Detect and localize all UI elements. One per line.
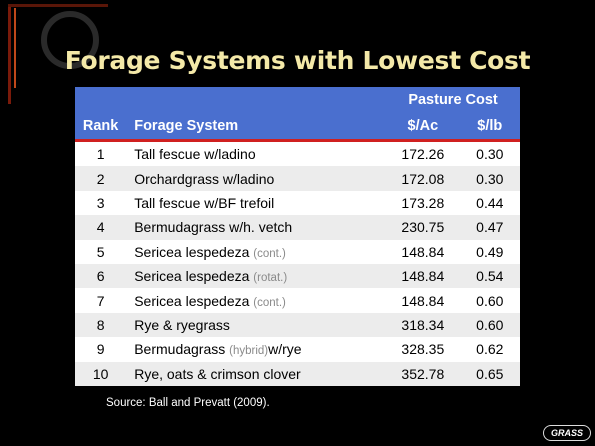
- rank-cell: 1: [75, 140, 127, 167]
- rank-cell: 4: [75, 215, 127, 240]
- cost-per-acre: 172.08: [386, 166, 460, 191]
- system-cell: Sericea lespedeza (cont.): [126, 239, 387, 264]
- decoration: [8, 4, 108, 104]
- cost-per-acre: 318.34: [386, 312, 460, 338]
- cost-per-lb: 0.62: [459, 337, 520, 362]
- rank-cell: 3: [75, 190, 127, 216]
- system-suffix: w/rye: [268, 341, 302, 358]
- system-cell: Sericea lespedeza (cont.): [126, 288, 387, 313]
- cost-per-acre: 328.35: [386, 337, 460, 362]
- system-note: (cont.): [253, 296, 286, 309]
- cost-per-lb: 0.54: [459, 263, 520, 289]
- table-row: 5 Sericea lespedeza (cont.) 148.84 0.49: [75, 239, 520, 264]
- cost-per-acre: 148.84: [386, 239, 460, 264]
- cost-per-acre: 352.78: [386, 361, 460, 386]
- system-name: Bermudagrass w/h. vetch: [134, 219, 293, 236]
- table-body: 1 Tall fescue w/ladino 172.26 0.30 2 Orchardg…: [75, 140, 520, 386]
- cost-per-acre: 173.28: [386, 190, 460, 216]
- cost-per-lb: 0.30: [459, 140, 520, 167]
- rank-cell: 9: [75, 337, 127, 362]
- system-name: Bermudagrass: [134, 341, 226, 358]
- system-name: Orchardgrass w/ladino: [134, 170, 275, 187]
- rank-cell: 6: [75, 263, 127, 289]
- system-name: Rye & ryegrass: [134, 316, 230, 333]
- system-name: Rye, oats & crimson clover: [134, 365, 301, 382]
- cost-per-lb: 0.44: [459, 190, 520, 216]
- system-cell: Rye, oats & crimson clover: [126, 361, 387, 386]
- frame-bar: [8, 4, 108, 7]
- column-header: Rank: [75, 113, 127, 142]
- frame-circle: [41, 11, 99, 69]
- system-note: (hybrid): [229, 345, 269, 358]
- cost-per-lb: 0.60: [459, 288, 520, 313]
- rank-cell: 7: [75, 288, 127, 313]
- frame-bar: [14, 8, 16, 88]
- system-name: Sericea lespedeza: [134, 292, 250, 309]
- cost-per-acre: 172.26: [386, 140, 460, 167]
- rank-cell: 2: [75, 166, 127, 191]
- cost-per-lb: 0.49: [459, 239, 520, 264]
- header-blank: [75, 87, 387, 113]
- cost-per-lb: 0.30: [459, 166, 520, 191]
- system-cell: Bermudagrass (hybrid)w/rye: [126, 337, 387, 362]
- system-cell: Tall fescue w/BF trefoil: [126, 190, 387, 216]
- cost-per-lb: 0.60: [459, 312, 520, 338]
- frame-bar: [8, 4, 11, 104]
- table-row: 9 Bermudagrass (hybrid)w/rye 328.35 0.62: [75, 337, 520, 362]
- system-cell: Rye & ryegrass: [126, 312, 387, 338]
- column-header: $/lb: [459, 113, 520, 142]
- table-row: 10 Rye, oats & crimson clover 352.78 0.65: [75, 361, 520, 386]
- system-name: Sericea lespedeza: [134, 268, 250, 285]
- system-cell: Bermudagrass w/h. vetch: [126, 215, 387, 240]
- table-row: 8 Rye & ryegrass 318.34 0.60: [75, 312, 520, 338]
- table-row: 3 Tall fescue w/BF trefoil 173.28 0.44: [75, 190, 520, 216]
- system-name: Sericea lespedeza: [134, 243, 250, 260]
- cost-table: Pasture Cost Rank Forage System $/Ac $/l…: [75, 87, 520, 386]
- cost-per-acre: 148.84: [386, 288, 460, 313]
- cost-per-lb: 0.47: [459, 215, 520, 240]
- system-note: (rotat.): [253, 272, 288, 285]
- system-name: Tall fescue w/ladino: [134, 146, 256, 163]
- table-row: 6 Sericea lespedeza (rotat.) 148.84 0.54: [75, 263, 520, 289]
- column-header: Forage System: [126, 113, 387, 142]
- slide-title: Forage Systems with Lowest Cost: [64, 46, 531, 75]
- cost-per-lb: 0.65: [459, 361, 520, 386]
- cost-per-acre: 148.84: [386, 263, 460, 289]
- rank-cell: 5: [75, 239, 127, 264]
- system-note: (cont.): [253, 247, 286, 260]
- rank-cell: 8: [75, 312, 127, 338]
- system-cell: Orchardgrass w/ladino: [126, 166, 387, 191]
- logo: GRASS: [543, 425, 591, 441]
- table-row: 7 Sericea lespedeza (cont.) 148.84 0.60: [75, 288, 520, 313]
- table-row: 1 Tall fescue w/ladino 172.26 0.30: [75, 140, 520, 167]
- system-cell: Tall fescue w/ladino: [126, 140, 387, 167]
- source-note: Source: Ball and Prevatt (2009).: [106, 397, 270, 409]
- table-row: 2 Orchardgrass w/ladino 172.08 0.30: [75, 166, 520, 191]
- system-cell: Sericea lespedeza (rotat.): [126, 263, 387, 289]
- table-row: 4 Bermudagrass w/h. vetch 230.75 0.47: [75, 215, 520, 240]
- cost-per-acre: 230.75: [386, 215, 460, 240]
- column-header: $/Ac: [386, 113, 460, 142]
- rank-cell: 10: [75, 361, 127, 386]
- system-name: Tall fescue w/BF trefoil: [134, 194, 275, 211]
- group-header: Pasture Cost: [386, 87, 520, 113]
